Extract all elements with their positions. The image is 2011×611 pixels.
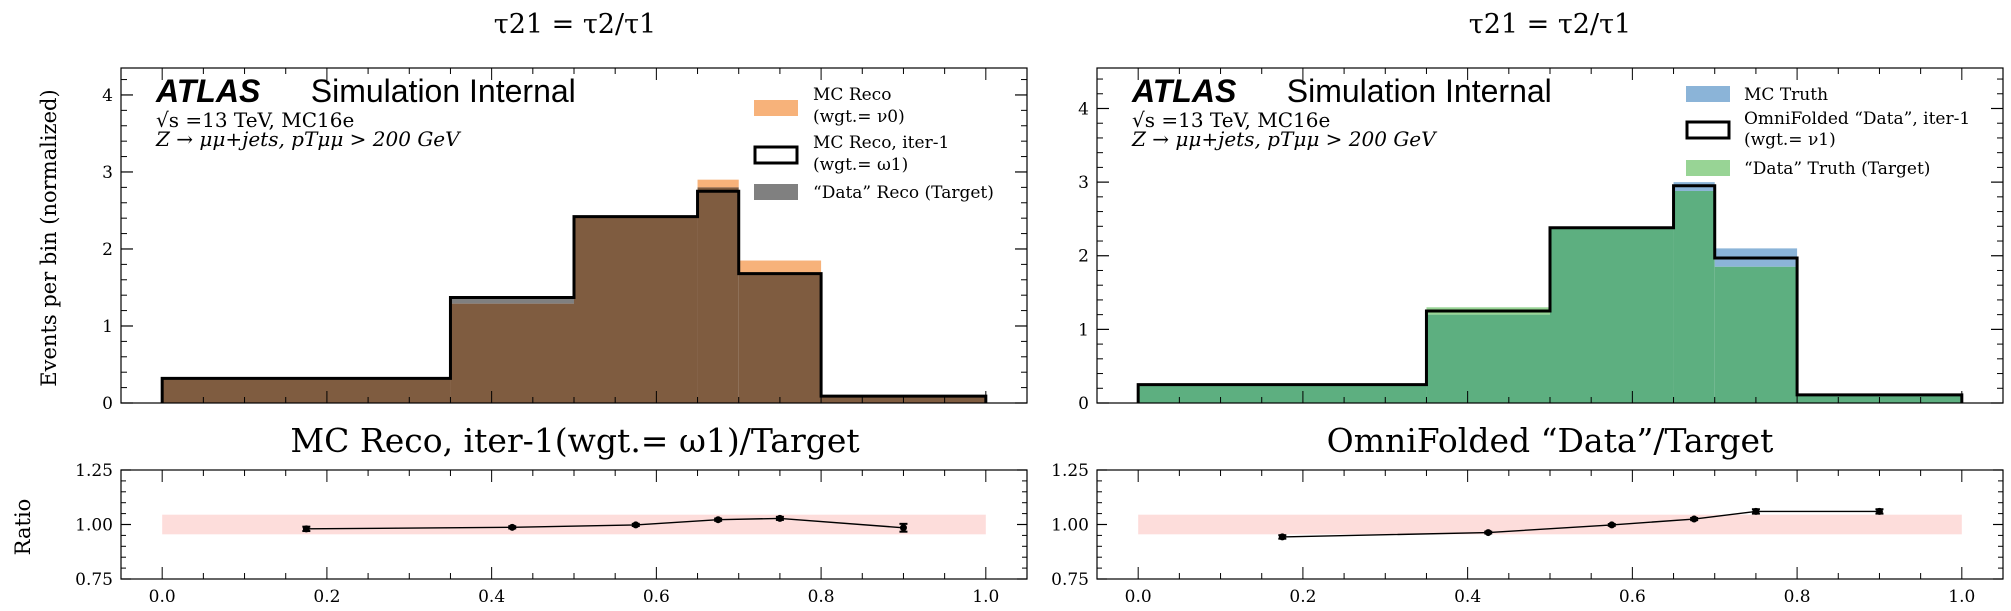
- ratio-point: [714, 516, 722, 524]
- ratio-point: [1484, 529, 1492, 537]
- ratio-title-left: MC Reco, iter-1(wgt.= ω1)/Target: [290, 421, 859, 460]
- ratio-y-axis-label: Ratio: [11, 499, 35, 556]
- atlas-label-left: ATLAS Simulation Internal: [155, 73, 576, 109]
- atlas-suffix: Simulation Internal: [311, 73, 576, 109]
- ratio-point: [1608, 521, 1616, 529]
- ratio-title-right: OmniFolded “Data”/Target: [1327, 421, 1774, 460]
- ratio-point: [1690, 515, 1698, 523]
- x-tick-label: 1.0: [1948, 587, 1975, 607]
- y-tick-label: 2: [1078, 247, 1089, 267]
- y-tick-label: 0: [102, 394, 113, 414]
- legend-swatch-omnifolded: [1685, 120, 1731, 140]
- ratio-point: [302, 525, 310, 533]
- ratio-point: [899, 524, 907, 532]
- legend-label-data-truth: “Data” Truth (Target): [1744, 159, 1930, 179]
- y-tick-label: 4: [102, 86, 113, 106]
- ratio-y-tick-label: 0.75: [1051, 570, 1089, 590]
- legend-label-mc-reco-iter-weight: (wgt.= ω1): [813, 155, 908, 175]
- ratio-band: [1138, 514, 1962, 535]
- legend-label-mc-reco-iter: MC Reco, iter-1: [813, 133, 949, 153]
- ratio-point: [508, 523, 516, 531]
- info-line2-left: Z → μμ+jets, pTμμ > 200 GeV: [155, 127, 462, 151]
- ratio-point: [1752, 507, 1760, 515]
- legend-label-omnifolded: OmniFolded “Data”, iter-1: [1744, 109, 1970, 129]
- ratio-point: [1875, 507, 1883, 515]
- x-tick-label: 0.6: [1619, 587, 1646, 607]
- y-tick-label: 1: [1078, 320, 1089, 340]
- hist-bar-overlap: [1426, 314, 1550, 403]
- y-tick-label: 2: [102, 240, 113, 260]
- legend-swatch-mc-reco-iter: [753, 145, 799, 165]
- panel-right: τ21 = τ2/τ1 0 1 2 3 4 ATLAS Simulation Inter…: [1051, 9, 2004, 607]
- hist-bar-overlap: [738, 273, 822, 403]
- hist-bar-overlap: [1550, 227, 1674, 403]
- y-tick-label: 0: [1078, 394, 1089, 414]
- y-tick-label: 3: [102, 163, 113, 183]
- hist-bar-excess: [697, 179, 739, 188]
- hist-bar-overlap: [1673, 190, 1715, 403]
- legend-swatch-mc-truth: [1686, 86, 1730, 102]
- ratio-y-tick-label: 0.75: [75, 570, 113, 590]
- info-line1-left: √s =13 TeV, MC16e: [156, 108, 354, 132]
- legend-swatch-data-truth: [1686, 160, 1730, 176]
- ratio-y-tick-label: 1.00: [1051, 516, 1089, 536]
- ratio-line: [306, 517, 904, 530]
- hist-bar-overlap: [574, 215, 698, 403]
- panel-title-right: τ21 = τ2/τ1: [1469, 9, 1631, 40]
- legend-label-mc-reco: MC Reco: [813, 85, 891, 105]
- legend-right: MC Truth OmniFolded “Data”, iter-1 (wgt.…: [1685, 85, 1970, 179]
- y-tick-label: 1: [102, 317, 113, 337]
- hist-bar-overlap: [450, 303, 574, 403]
- x-tick-label: 0.2: [313, 587, 340, 607]
- ratio-y-tick-label: 1.25: [75, 461, 113, 481]
- x-tick-label: 0.8: [1784, 587, 1811, 607]
- x-tick-label: 0.6: [643, 587, 670, 607]
- hist-bar-excess: [450, 296, 574, 304]
- ratio-point: [1278, 533, 1286, 541]
- x-tick-label: 0.8: [808, 587, 835, 607]
- x-tick-label: 0.4: [478, 587, 505, 607]
- legend-swatch-mc-reco: [754, 100, 798, 116]
- hist-step-line: [160, 189, 988, 403]
- x-tick-label: 0.4: [1454, 587, 1481, 607]
- info-line2-right: Z → μμ+jets, pTμμ > 200 GeV: [1131, 127, 1438, 151]
- x-tick-label: 0.2: [1289, 587, 1316, 607]
- ratio-y-tick-label: 1.00: [75, 516, 113, 536]
- legend-left: MC Reco (wgt.= ν0) MC Reco, iter-1 (wgt.…: [753, 85, 994, 203]
- x-tick-label: 1.0: [972, 587, 999, 607]
- atlas-suffix: Simulation Internal: [1287, 73, 1552, 109]
- ratio-point: [776, 514, 784, 522]
- hist-bar-excess: [738, 260, 822, 274]
- atlas-word: ATLAS: [155, 73, 261, 109]
- hist-bar-overlap: [162, 378, 451, 403]
- hist-step-line: [1136, 184, 1964, 403]
- x-tick-label: 0.0: [149, 587, 176, 607]
- hist-bar-overlap: [1714, 266, 1798, 403]
- hist-bar-overlap: [1138, 384, 1427, 403]
- legend-label-mc-reco-weight: (wgt.= ν0): [813, 107, 905, 127]
- hist-bar-overlap: [697, 187, 739, 403]
- y-tick-label: 3: [1078, 173, 1089, 193]
- main-plot-right: 0 1 2 3 4: [1078, 67, 2004, 414]
- panel-title-left: τ21 = τ2/τ1: [494, 9, 656, 40]
- y-tick-label: 4: [1078, 99, 1089, 119]
- ratio-point: [632, 521, 640, 529]
- info-line1-right: √s =13 TeV, MC16e: [1132, 108, 1330, 132]
- legend-label-omnifolded-weight: (wgt.= ν1): [1744, 130, 1836, 150]
- legend-swatch-data-reco: [754, 184, 798, 200]
- ratio-plot-right: 0.75 1.00 1.25 0.0 0.2 0.4 0.6 0.8 1.0: [1051, 461, 2004, 607]
- atlas-label-right: ATLAS Simulation Internal: [1131, 73, 1552, 109]
- atlas-word: ATLAS: [1131, 73, 1237, 109]
- legend-label-data-reco: “Data” Reco (Target): [813, 183, 994, 203]
- main-plot-left: 0 1 2 3 4: [102, 67, 1028, 414]
- panel-left: τ21 = τ2/τ1 0 1 2 3 4 ATLAS Simulation Inter…: [75, 9, 1028, 607]
- x-tick-label: 0.0: [1125, 587, 1152, 607]
- legend-label-mc-truth: MC Truth: [1744, 85, 1828, 105]
- y-axis-label: Events per bin (normalized): [37, 89, 61, 386]
- ratio-plot-left: 0.75 1.00 1.25 0.0 0.2 0.4 0.6 0.8 1.0: [75, 461, 1028, 607]
- ratio-y-tick-label: 1.25: [1051, 461, 1089, 481]
- ratio-line: [1282, 510, 1880, 538]
